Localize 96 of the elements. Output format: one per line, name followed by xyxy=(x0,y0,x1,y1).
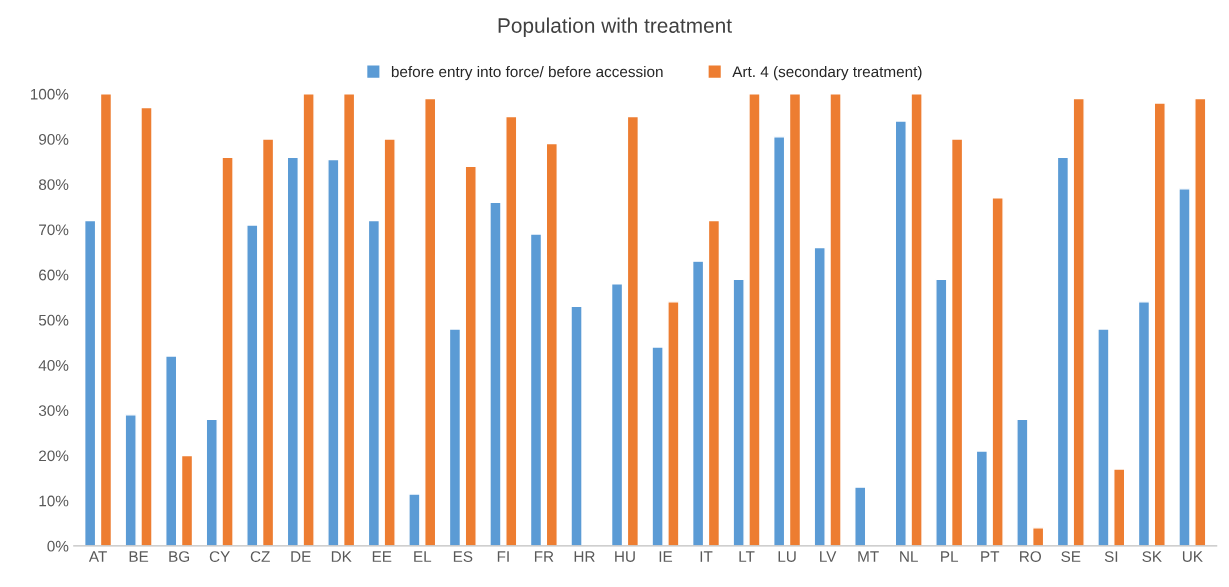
bar xyxy=(83,219,97,546)
bar xyxy=(788,93,802,546)
bar xyxy=(99,93,113,546)
bar xyxy=(651,346,664,546)
bar xyxy=(221,156,234,546)
y-tick-label: 50% xyxy=(38,314,69,326)
bar xyxy=(626,115,640,546)
x-tick-label: HU xyxy=(615,551,635,562)
x-tick-label: LU xyxy=(778,551,796,562)
bar xyxy=(1016,418,1029,546)
bar xyxy=(165,355,178,546)
x-tick-label: PT xyxy=(981,551,1000,562)
x-tick-label: RO xyxy=(1020,551,1041,562)
bar xyxy=(180,454,194,546)
bar xyxy=(1137,301,1151,546)
bar xyxy=(1178,188,1191,546)
bar xyxy=(910,93,923,546)
bar xyxy=(813,246,826,546)
x-tick-label: UK xyxy=(1182,551,1203,562)
bar xyxy=(1153,102,1166,546)
bar xyxy=(205,418,218,546)
bar xyxy=(1072,97,1085,546)
bar xyxy=(773,136,786,546)
bar xyxy=(505,115,518,546)
y-tick-label: 70% xyxy=(39,224,69,236)
bar xyxy=(854,486,867,546)
bar xyxy=(975,450,989,546)
x-tick-label: DK xyxy=(331,551,352,562)
x-tick-label: FR xyxy=(534,551,554,562)
x-tick-label: SK xyxy=(1142,551,1162,562)
x-tick-label: LT xyxy=(739,551,755,562)
bar xyxy=(610,283,624,546)
x-tick-label: LV xyxy=(820,551,837,562)
x-tick-label: HR xyxy=(574,551,595,562)
bar xyxy=(935,278,948,546)
y-tick-label: 40% xyxy=(38,359,69,371)
x-tick-label: NL xyxy=(900,551,918,562)
bar xyxy=(1194,97,1207,546)
y-tick-label: 60% xyxy=(39,269,69,281)
y-tick-label: 30% xyxy=(38,405,69,416)
bar xyxy=(464,165,477,546)
bar xyxy=(1113,468,1126,546)
x-tick-label: IT xyxy=(700,551,713,562)
bar xyxy=(570,305,583,546)
x-tick-label: ES xyxy=(453,551,473,562)
x-tick-label: EE xyxy=(372,551,392,562)
y-tick-label: 20% xyxy=(39,450,69,462)
x-tick-label: IE xyxy=(659,551,673,562)
bar xyxy=(950,138,964,546)
bar xyxy=(261,138,275,546)
x-tick-label: BE xyxy=(129,551,149,562)
bar xyxy=(140,106,153,546)
bar xyxy=(991,197,1004,546)
bar xyxy=(529,233,543,546)
x-tick-label: SI xyxy=(1104,551,1118,562)
bar xyxy=(342,93,356,546)
x-tick-label: DE xyxy=(291,551,311,562)
bar xyxy=(286,156,299,546)
bar xyxy=(1032,527,1045,546)
bar xyxy=(246,224,259,546)
x-tick-label: SE xyxy=(1061,551,1081,562)
y-tick-label: 80% xyxy=(38,179,69,190)
bar xyxy=(894,120,907,546)
bar xyxy=(367,219,381,546)
y-tick-label: 100% xyxy=(30,88,69,100)
bar xyxy=(545,142,558,546)
bar xyxy=(732,278,745,546)
bar xyxy=(748,93,761,546)
bar xyxy=(707,219,721,546)
x-tick-label: BG xyxy=(169,551,190,562)
bar xyxy=(424,97,437,546)
chart-title: Population with treatment xyxy=(498,17,732,38)
x-tick-label: FI xyxy=(497,551,509,562)
x-tick-label: PL xyxy=(941,551,959,562)
x-tick-label: CZ xyxy=(250,551,270,562)
bar xyxy=(327,158,340,546)
legend-label: before entry into force/ before accession xyxy=(391,65,663,81)
x-tick-label: AT xyxy=(88,551,107,562)
bar xyxy=(302,93,315,546)
bar xyxy=(1056,156,1070,546)
y-tick-label: 90% xyxy=(39,133,69,145)
bar xyxy=(829,93,842,546)
y-tick-label: 0% xyxy=(47,540,69,552)
bar xyxy=(124,414,137,546)
bar xyxy=(448,328,462,546)
bar xyxy=(408,493,421,546)
legend-label: Art. 4 (secondary treatment) xyxy=(732,65,922,81)
x-tick-label: EL xyxy=(414,551,432,562)
bar xyxy=(667,301,680,546)
bar xyxy=(1097,328,1110,546)
y-tick-label: 10% xyxy=(39,495,69,507)
x-tick-label: MT xyxy=(858,551,879,562)
bar xyxy=(489,201,502,546)
x-tick-label: CY xyxy=(209,551,230,562)
bar xyxy=(383,138,396,546)
bar xyxy=(691,260,705,546)
